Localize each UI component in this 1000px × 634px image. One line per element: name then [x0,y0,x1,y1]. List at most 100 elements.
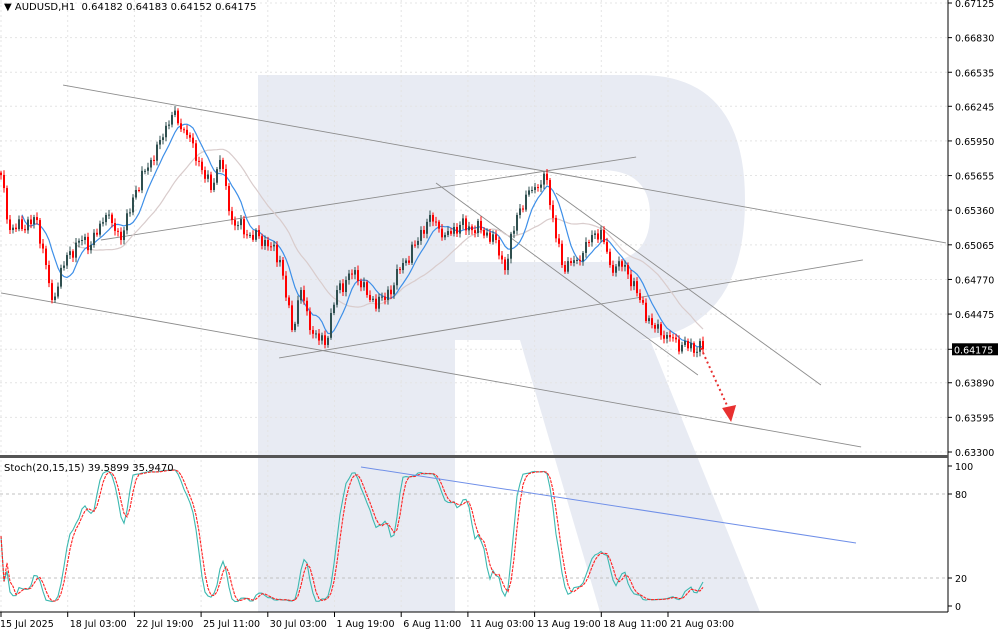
panel-separator [0,455,948,458]
candle-body [699,341,701,352]
candle-body [414,244,416,246]
candle-body [393,285,395,295]
candle-body [648,318,650,322]
candle-body [234,220,236,226]
candle-body [471,226,473,231]
stoch-level-label: 0 [955,602,961,613]
candle-body [558,238,560,244]
candle-body [537,187,539,189]
price-tick-label: 0.65950 [955,137,994,148]
candle-body [645,302,647,322]
candle-body [135,189,137,198]
candle-body [228,185,230,212]
candle-body [342,283,344,293]
candle-body [606,242,608,252]
candle-body [396,269,398,286]
candle-body [60,267,62,287]
candle-body [147,167,149,171]
time-tick-label: 18 Jul 03:00 [70,619,127,630]
price-tick-label: 0.63890 [955,379,994,390]
candle-body [120,231,122,241]
candle-body [594,233,596,235]
candle-body [567,261,569,272]
candle-body [516,214,518,231]
time-tick-label: 22 Jul 19:00 [136,619,193,630]
candle-body [15,227,17,230]
candle-body [264,240,266,246]
time-tick-label: 13 Aug 19:00 [537,619,601,630]
candle-body [108,214,110,216]
candle-body [159,139,161,145]
candle-body [69,251,71,256]
candle-body [123,230,125,241]
rising-line-lower [279,259,863,359]
candle-body [444,234,446,238]
candle-body [45,248,47,266]
candle-body [492,234,494,242]
candle-body [576,259,578,261]
candle-body [306,300,308,312]
stoch-level-label: 80 [955,490,967,501]
candle-body [21,219,23,230]
forecast-arrow [699,347,737,422]
candle-body [33,217,35,225]
candle-body [636,281,638,294]
candle-body [621,261,623,267]
candle-body [624,265,626,267]
candle-body [180,123,182,130]
candle-body [255,229,257,240]
candle-body [519,208,521,215]
candle-body [435,221,437,223]
candle-body [273,244,275,247]
candle-body [507,258,509,271]
candle-body [579,259,581,262]
price-tick-label: 0.63300 [955,448,994,459]
logo-letter-r [258,75,745,612]
candle-body [456,226,458,234]
candle-body [186,129,188,135]
candle-body [399,269,401,271]
candle-body [675,337,677,340]
candle-body [309,311,311,331]
candle-body [318,333,320,341]
chart-header: ▼ AUDUSD,H1 0.64182 0.64183 0.64152 0.64… [4,2,257,13]
candle-body [270,246,272,248]
candle-body [678,339,680,352]
candle-body [297,300,299,324]
triangle-down-icon[interactable]: ▼ [4,2,12,13]
time-tick-label: 11 Aug 03:00 [470,619,534,630]
candle-body [411,244,413,263]
candle-body [405,260,407,263]
candle-body [303,290,305,301]
candle-body [591,234,593,243]
candle-body [618,261,620,267]
price-tick-label: 0.65065 [955,241,994,252]
upper-channel-line [63,84,947,244]
candle-body [564,265,566,272]
candle-body [27,219,29,231]
candle-body [111,214,113,223]
candle-body [258,229,260,237]
candle-body [165,125,167,138]
time-tick-label: 30 Jul 03:00 [270,619,327,630]
candle-body [504,259,506,271]
candle-body [48,265,50,284]
time-tick-label: 21 Aug 03:00 [670,619,734,630]
candle-body [42,243,44,249]
candle-body [168,124,170,126]
candle-body [633,281,635,287]
candle-body [240,219,242,226]
candle-body [213,182,215,190]
candle-body [531,189,533,191]
candle-body [24,229,26,231]
candle-body [696,351,698,353]
candle-body [501,255,503,260]
candle-body [81,240,83,242]
candle-body [369,294,371,300]
candle-body [417,240,419,245]
candle-body [3,174,5,189]
candle-body [483,230,485,236]
candle-body [243,219,245,235]
